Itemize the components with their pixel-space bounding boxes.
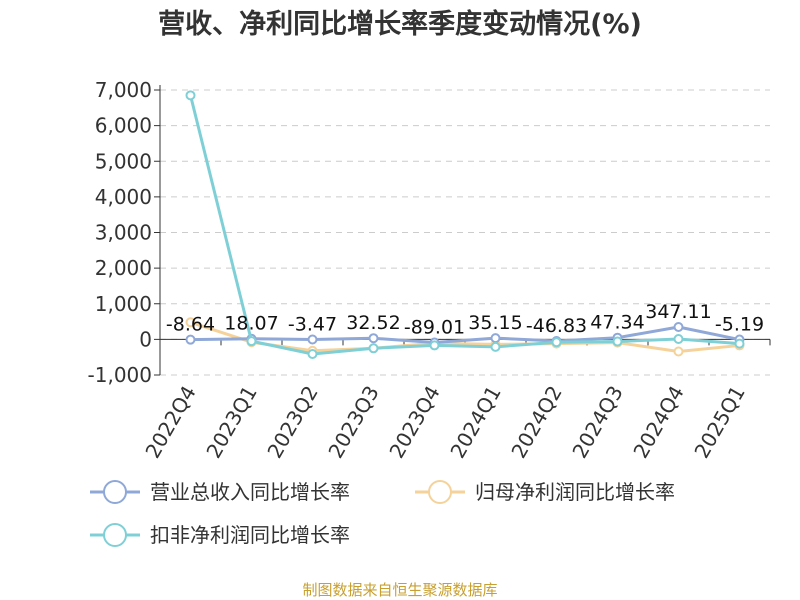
legend-item[interactable]: 营业总收入同比增长率	[90, 480, 350, 504]
legend-item[interactable]: 扣非净利润同比增长率	[90, 523, 350, 547]
legend-item[interactable]: 归母净利润同比增长率	[415, 480, 675, 504]
series-line	[190, 325, 740, 345]
x-tick-label: 2024Q2	[506, 382, 566, 463]
x-tick-label: 2023Q1	[201, 382, 261, 463]
y-axis: -1,000 0 1,000 2,000 3,000 4,000 5,000 6,000 7,0…	[88, 78, 161, 387]
legend-marker-icon	[428, 480, 452, 504]
data-point	[368, 343, 379, 354]
y-tick-label: 5,000	[95, 149, 152, 173]
data-labels: -8.64 18.07 -3.47 32.52 -89.01 35.15 -46.83 47.…	[166, 301, 764, 339]
x-tick-label: 2023Q4	[384, 382, 444, 463]
x-tick-label: 2024Q4	[628, 382, 688, 463]
data-point	[429, 340, 440, 351]
data-label: -5.19	[715, 314, 764, 336]
data-label: -8.64	[166, 314, 215, 336]
data-point	[307, 334, 318, 345]
legend-marker-icon	[103, 480, 127, 504]
y-tick-label: 7,000	[95, 78, 152, 102]
data-point	[673, 334, 684, 345]
x-tick-label: 2024Q1	[445, 382, 505, 463]
y-tick-label: -1,000	[88, 363, 152, 387]
legend-marker-icon	[103, 523, 127, 547]
data-point	[612, 336, 623, 347]
data-point	[673, 322, 684, 333]
legend-label: 扣非净利润同比增长率	[150, 523, 350, 547]
data-point	[551, 337, 562, 348]
data-label: -46.83	[526, 315, 587, 337]
data-point	[185, 90, 196, 101]
data-point	[368, 333, 379, 344]
data-point	[734, 338, 745, 349]
x-tick-label: 2023Q2	[262, 382, 322, 463]
legend-label: 营业总收入同比增长率	[150, 480, 350, 504]
series-line	[189, 94, 740, 356]
y-tick-label: 0	[139, 327, 152, 351]
source-note: 制图数据来自恒生聚源数据库	[302, 581, 497, 599]
data-label: -3.47	[288, 313, 337, 335]
data-point	[490, 341, 501, 352]
x-tick-label: 2025Q1	[689, 382, 749, 463]
data-label: 35.15	[468, 312, 522, 334]
data-label: 18.07	[224, 313, 278, 335]
y-tick-label: 2,000	[95, 256, 152, 280]
x-tick-label: 2023Q3	[323, 382, 383, 463]
data-label: 32.52	[346, 312, 400, 334]
chart-title: 营收、净利同比增长率季度变动情况(%)	[158, 8, 642, 40]
x-tick-label: 2024Q3	[567, 382, 627, 463]
data-point	[307, 348, 318, 359]
y-tick-label: 6,000	[95, 114, 152, 138]
y-tick-label: 4,000	[95, 185, 152, 209]
data-label: 47.34	[590, 312, 644, 334]
data-point	[246, 336, 257, 347]
y-tick-label: 1,000	[95, 292, 152, 316]
x-tick-label: 2022Q4	[140, 382, 200, 463]
data-point	[673, 346, 684, 357]
data-point	[185, 317, 196, 328]
data-label: -89.01	[404, 317, 465, 339]
series-lines	[185, 90, 745, 359]
legend-label: 归母净利润同比增长率	[475, 480, 675, 504]
data-label: 347.11	[645, 301, 711, 323]
y-tick-label: 3,000	[95, 221, 152, 245]
data-point	[490, 333, 501, 344]
x-axis: 2022Q4 2023Q1 2023Q2 2023Q3 2023Q4 2024Q1 2024…	[140, 338, 771, 463]
data-point	[185, 334, 196, 345]
